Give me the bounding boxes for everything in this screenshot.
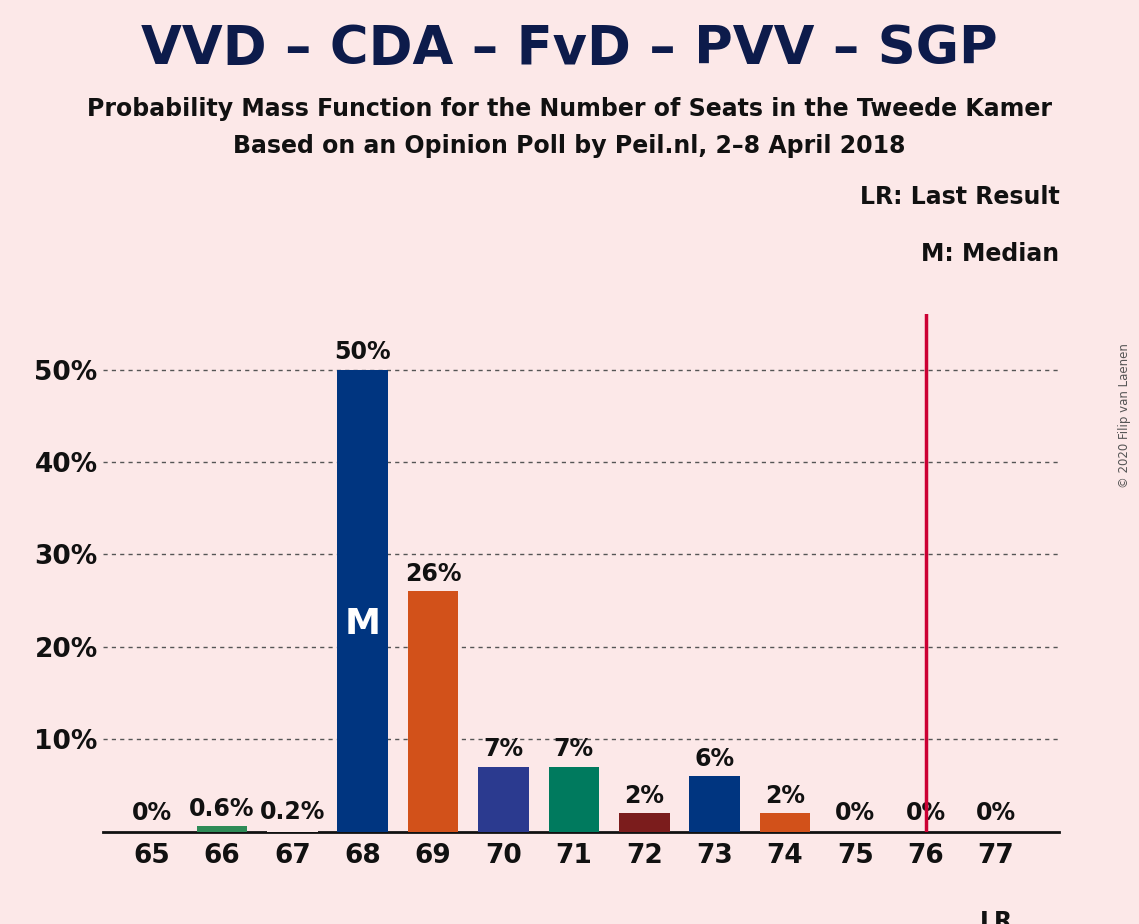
Text: 26%: 26% xyxy=(404,562,461,586)
Text: 7%: 7% xyxy=(483,737,524,761)
Bar xyxy=(197,826,247,832)
Text: Based on an Opinion Poll by Peil.nl, 2–8 April 2018: Based on an Opinion Poll by Peil.nl, 2–8… xyxy=(233,134,906,158)
Text: M: M xyxy=(345,607,380,640)
Bar xyxy=(760,813,810,832)
Text: Probability Mass Function for the Number of Seats in the Tweede Kamer: Probability Mass Function for the Number… xyxy=(87,97,1052,121)
Text: 0%: 0% xyxy=(132,801,172,825)
Bar xyxy=(549,767,599,832)
Bar xyxy=(408,591,459,832)
Text: 6%: 6% xyxy=(695,747,735,771)
Text: M: Median: M: Median xyxy=(921,242,1059,266)
Text: 2%: 2% xyxy=(624,784,664,808)
Text: 0.2%: 0.2% xyxy=(260,800,325,824)
Bar xyxy=(268,830,318,832)
Text: 50%: 50% xyxy=(335,340,391,364)
Text: LR: LR xyxy=(980,910,1013,924)
Text: © 2020 Filip van Laenen: © 2020 Filip van Laenen xyxy=(1118,344,1131,488)
Text: LR: Last Result: LR: Last Result xyxy=(860,185,1059,209)
Text: 0.6%: 0.6% xyxy=(189,796,255,821)
Text: 0%: 0% xyxy=(835,801,875,825)
Text: 0%: 0% xyxy=(976,801,1016,825)
Bar xyxy=(478,767,528,832)
Text: 0%: 0% xyxy=(906,801,945,825)
Text: 2%: 2% xyxy=(765,784,805,808)
Bar xyxy=(618,813,670,832)
Text: VVD – CDA – FvD – PVV – SGP: VVD – CDA – FvD – PVV – SGP xyxy=(141,23,998,75)
Text: 7%: 7% xyxy=(554,737,593,761)
Bar xyxy=(337,370,388,832)
Bar xyxy=(689,776,740,832)
